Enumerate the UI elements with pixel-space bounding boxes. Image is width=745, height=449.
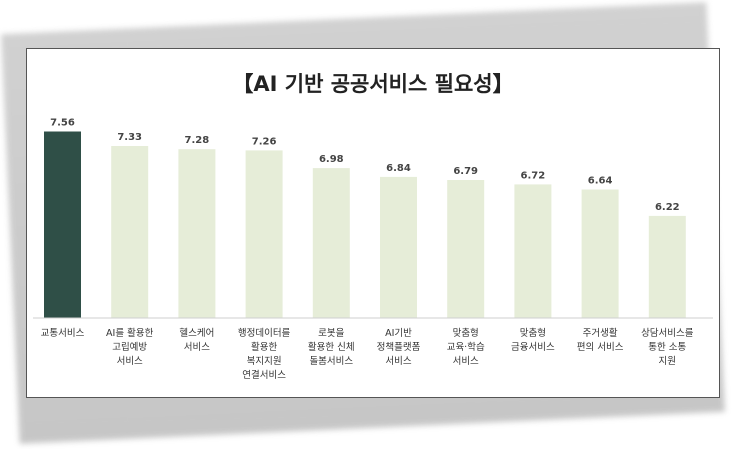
bar-5 [380,176,417,318]
bar-4 [312,168,350,318]
category-label-3: 행정데이터를 활용한 복지지원 연결서비스 [238,327,291,381]
category-label-4: 로봇을 활용한 신체 돌봄서비스 [308,328,355,367]
value-label-3: 7.26 [252,136,277,147]
bar-2 [178,149,216,318]
value-label-0: 7.56 [50,118,75,129]
category-label-6: 맞춤형 교육·학습 서비스 [447,327,485,367]
category-label-2: 헬스케어 서비스 [179,328,214,353]
bar-3 [245,150,283,318]
labels-group: 7.56 교통서비스 7.33 AI를 활용한 고립예방 서비스 7.28 헬스케어 서비스 7.… [41,118,694,382]
chart-card: 【AI 기반 공공서비스 필요성】 7.56 교통서비스 7.33 AI를 활용한 고립… [26,48,720,398]
value-label-9: 6.22 [655,202,680,213]
bar-7 [514,184,552,318]
bar-1 [111,146,149,318]
value-label-5: 6.84 [386,163,411,174]
value-label-1: 7.33 [117,132,142,143]
category-label-7: 맞춤형 금융서비스 [511,327,555,353]
bar-6 [447,180,485,318]
bar-9 [648,215,686,318]
value-label-8: 6.64 [588,176,613,187]
value-label-6: 6.79 [453,166,478,177]
bars-group [44,131,686,318]
bar-8 [581,189,619,318]
category-label-9: 상담서비스를 통한 소통 지원 [641,327,694,367]
chart-title: 【AI 기반 공공서비스 필요성】 [232,72,513,96]
category-label-0: 교통서비스 [41,328,85,339]
category-label-5: AI기반 정책플랫폼 서비스 [377,328,421,367]
value-label-7: 6.72 [521,170,546,181]
value-label-2: 7.28 [185,135,210,146]
bar-chart: 【AI 기반 공공서비스 필요성】 7.56 교통서비스 7.33 AI를 활용한 고립… [33,72,713,382]
value-label-4: 6.98 [319,154,344,165]
category-label-8: 주거생활 편의 서비스 [577,327,624,353]
bar-0 [44,131,81,318]
category-label-1: AI를 활용한 고립예방 서비스 [106,327,154,367]
